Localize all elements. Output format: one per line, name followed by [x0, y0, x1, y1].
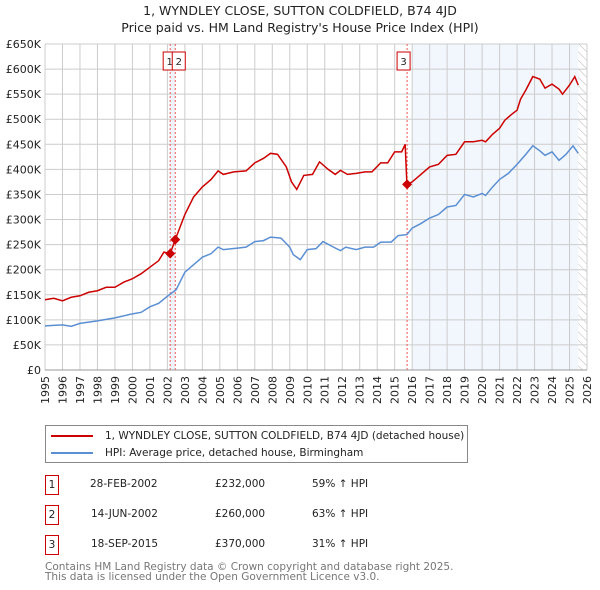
sale-label: 2 — [176, 57, 182, 68]
x-tick-label: 2025 — [564, 376, 577, 404]
x-tick-label: 1996 — [56, 376, 69, 404]
sale-point — [170, 234, 181, 245]
sale-date: 28-FEB-2002 — [90, 478, 158, 490]
x-tick-label: 2004 — [196, 376, 209, 404]
y-tick-label: £400K — [6, 163, 42, 176]
y-tick-label: £350K — [6, 188, 42, 201]
legend-item-property: 1, WYNDLEY CLOSE, SUTTON COLDFIELD, B74 … — [51, 428, 464, 444]
y-tick-label: £0 — [27, 364, 41, 377]
sale-price: £232,000 — [215, 478, 266, 490]
legend-swatch-red — [51, 435, 93, 437]
sale-point — [402, 179, 413, 190]
legend: 1, WYNDLEY CLOSE, SUTTON COLDFIELD, B74 … — [45, 425, 468, 463]
sale-badge: 1 — [45, 475, 59, 495]
y-tick-label: £300K — [6, 214, 42, 227]
legend-label: 1, WYNDLEY CLOSE, SUTTON COLDFIELD, B74 … — [105, 430, 465, 442]
y-tick-label: £100K — [6, 314, 42, 327]
x-tick-label: 2006 — [231, 376, 244, 404]
x-tick-label: 2024 — [546, 376, 559, 404]
x-tick-label: 2013 — [354, 376, 367, 404]
series-line — [44, 74, 579, 302]
y-tick-label: £200K — [6, 264, 42, 277]
y-tick-label: £50K — [13, 339, 42, 352]
sale-price: £260,000 — [215, 508, 266, 520]
x-tick-label: 2023 — [529, 376, 542, 404]
sale-label-box — [171, 51, 186, 71]
x-tick-label: 1997 — [74, 376, 87, 404]
x-tick-label: 2008 — [266, 376, 279, 404]
sale-hpi: 31% ↑ HPI — [312, 538, 369, 550]
y-tick-label: £650K — [6, 38, 42, 51]
series-line — [44, 144, 579, 328]
x-tick-label: 2026 — [581, 376, 594, 404]
sale-label-box — [396, 51, 411, 71]
x-tick-label: 2001 — [144, 376, 157, 404]
sale-point — [165, 248, 176, 259]
x-tick-label: 2020 — [476, 376, 489, 404]
sale-row: 3 18-SEP-2015 £370,000 31% ↑ HPI — [45, 535, 465, 555]
footer-line: Contains HM Land Registry data © Crown c… — [45, 561, 454, 573]
shaded-period — [412, 44, 579, 370]
forecast-hatch — [578, 44, 587, 370]
x-tick-label: 2019 — [459, 376, 472, 404]
x-tick-label: 2017 — [424, 376, 437, 404]
x-tick-label: 1995 — [39, 376, 52, 404]
y-tick-label: £150K — [6, 289, 42, 302]
chart-title: 1, WYNDLEY CLOSE, SUTTON COLDFIELD, B74 … — [143, 3, 457, 18]
sale-label: 1 — [166, 57, 172, 68]
x-tick-label: 2018 — [441, 376, 454, 404]
sale-date: 18-SEP-2015 — [91, 538, 159, 550]
x-tick-label: 2005 — [214, 376, 227, 404]
sale-date: 14-JUN-2002 — [91, 508, 158, 520]
x-tick-label: 2011 — [319, 376, 332, 404]
x-tick-label: 2000 — [126, 376, 139, 404]
x-tick-label: 1998 — [91, 376, 104, 404]
legend-item-hpi: HPI: Average price, detached house, Birm… — [51, 445, 363, 461]
x-tick-label: 1999 — [109, 376, 122, 404]
x-tick-label: 2021 — [494, 376, 507, 404]
shaded-period — [170, 44, 176, 370]
y-tick-label: £250K — [6, 239, 42, 252]
y-tick-label: £500K — [6, 113, 42, 126]
x-tick-label: 2016 — [406, 376, 419, 404]
legend-label: HPI: Average price, detached house, Birm… — [105, 447, 364, 459]
x-tick-label: 2009 — [284, 376, 297, 404]
sale-row: 1 28-FEB-2002 £232,000 59% ↑ HPI — [45, 475, 465, 495]
sale-badge: 3 — [45, 535, 59, 555]
x-tick-label: 2012 — [336, 376, 349, 404]
legend-swatch-blue — [51, 452, 93, 454]
footer-line: This data is licensed under the Open Gov… — [45, 571, 380, 583]
x-tick-label: 2007 — [249, 376, 262, 404]
plot-area: 1995 1996 1997 1998 1999 2000 2001 2002 2003 2004… — [6, 38, 594, 404]
sale-row: 2 14-JUN-2002 £260,000 63% ↑ HPI — [45, 505, 465, 525]
footer: Contains HM Land Registry data © Crown c… — [45, 561, 454, 583]
sale-badge: 2 — [45, 505, 59, 525]
x-tick-label: 2002 — [161, 376, 174, 404]
sale-label: 3 — [400, 57, 406, 68]
x-tick-label: 2015 — [389, 376, 402, 404]
x-tick-label: 2010 — [301, 376, 314, 404]
y-tick-label: £450K — [6, 138, 42, 151]
sale-hpi: 59% ↑ HPI — [312, 478, 369, 490]
y-tick-label: £550K — [6, 88, 42, 101]
x-tick-label: 2014 — [371, 376, 384, 404]
sale-price: £370,000 — [215, 538, 266, 550]
y-tick-label: £600K — [6, 63, 42, 76]
x-tick-label: 2003 — [179, 376, 192, 404]
sale-hpi: 63% ↑ HPI — [312, 508, 369, 520]
chart-subtitle: Price paid vs. HM Land Registry's House … — [121, 20, 479, 35]
x-tick-label: 2022 — [511, 376, 524, 404]
